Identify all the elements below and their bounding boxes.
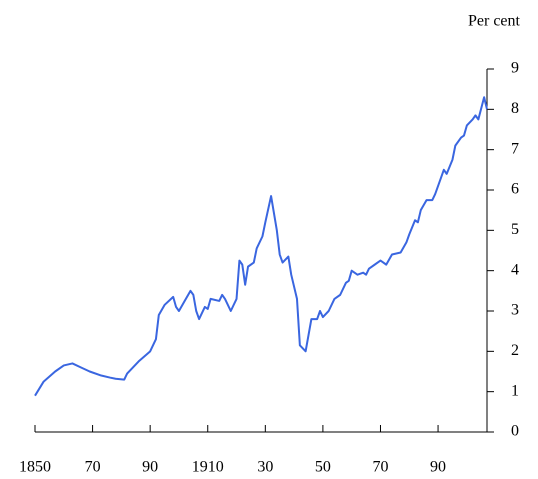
x-tick-label: 90 <box>142 459 158 476</box>
y-tick-label: 2 <box>511 342 519 359</box>
y-tick-label: 0 <box>511 423 519 440</box>
x-tick-label: 50 <box>315 459 331 476</box>
x-tick-label: 1850 <box>19 459 51 476</box>
x-tick-label: 70 <box>85 459 101 476</box>
x-tick-label: 90 <box>430 459 446 476</box>
x-tick-label: 70 <box>372 459 388 476</box>
data-line <box>34 96 488 397</box>
y-tick-label: 4 <box>511 261 519 278</box>
x-tick-label: 30 <box>257 459 273 476</box>
y-tick-label: 9 <box>511 60 519 77</box>
y-tick-label: 1 <box>511 382 519 399</box>
x-tick-label: 1910 <box>192 459 224 476</box>
y-axis-label: Per cent <box>468 13 521 30</box>
y-tick-label: 6 <box>511 181 519 198</box>
y-tick-label: 8 <box>511 100 519 117</box>
y-tick-label: 3 <box>511 302 519 319</box>
y-tick-label: 5 <box>511 221 519 238</box>
y-tick-label: 7 <box>511 140 519 157</box>
